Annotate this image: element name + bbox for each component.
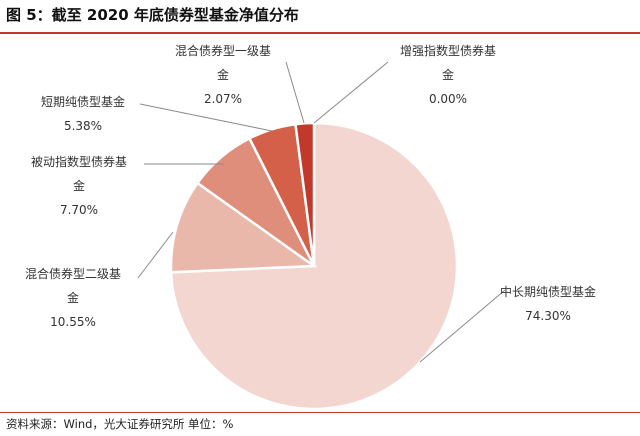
pie-chart: 中长期纯债型基金74.30%混合债券型二级基金10.55%被动指数型债券基金7.… (25, 43, 596, 411)
slice-name-label: 混合债券型一级基 (175, 43, 271, 58)
title-rule (0, 32, 640, 34)
leader-line-5 (313, 61, 389, 124)
footer-rule (0, 412, 640, 413)
slice-value-label: 74.30% (525, 309, 571, 323)
leader-line-3 (139, 103, 273, 132)
leader-line-1 (137, 231, 174, 279)
slice-value-label: 5.38% (64, 119, 102, 133)
pie-slice-1 (169, 181, 318, 274)
leader-line-4 (285, 61, 305, 124)
slice-name-label: 金 (217, 67, 229, 82)
slice-label-3: 短期纯债型基金 5.38% (41, 94, 125, 133)
slice-value-label: 2.07% (204, 92, 242, 106)
figure-title: 图 5：截至 2020 年底债券型基金净值分布 (6, 6, 299, 24)
slice-value-label: 7.70% (60, 203, 98, 217)
pie-slice-4 (294, 121, 316, 267)
slice-name-label: 金 (442, 67, 454, 82)
slice-value-label: 10.55% (50, 315, 96, 329)
slice-value-label: 0.00% (429, 92, 467, 106)
slice-name-label: 中长期纯债型基金 (500, 284, 596, 299)
slice-name-label: 金 (67, 290, 79, 305)
slice-name-label: 金 (73, 178, 85, 193)
source-note: 资料来源：Wind，光大证券研究所 单位：% (6, 417, 234, 431)
slice-name-label: 增强指数型债券基 (400, 43, 496, 58)
leader-line-0 (419, 289, 506, 363)
slice-name-label: 混合债券型二级基 (25, 266, 121, 281)
slice-label-0: 中长期纯债型基金 74.30% (500, 284, 596, 323)
slice-name-label: 被动指数型债券基 (31, 154, 127, 169)
slice-name-label: 短期纯债型基金 (41, 94, 125, 109)
